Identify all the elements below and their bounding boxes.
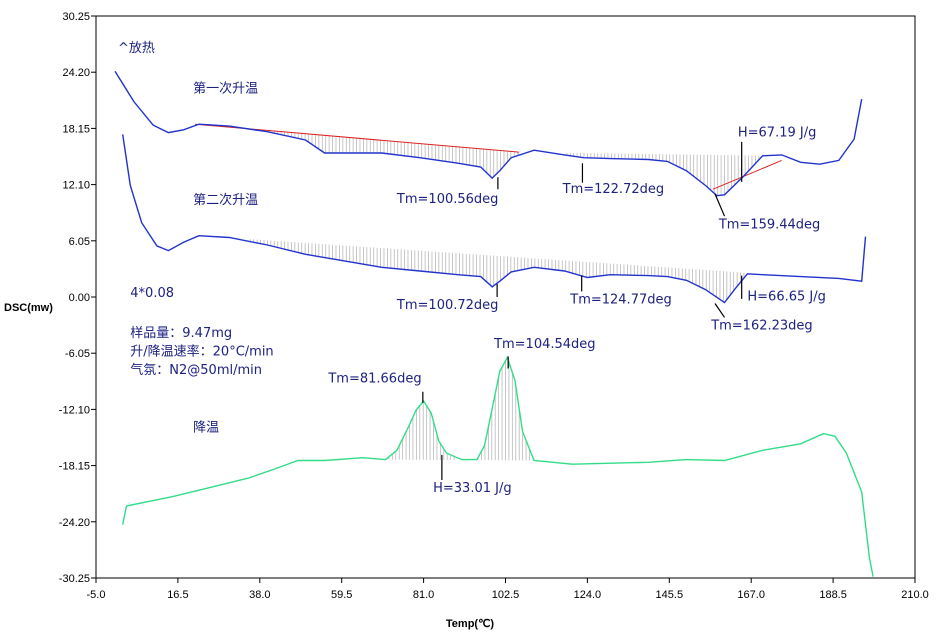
series-line [114, 70, 863, 197]
annotation-label: H=66.65 J/g [747, 290, 825, 305]
x-tick-label: 16.5 [167, 589, 188, 601]
y-tick-label: -6.05 [65, 348, 90, 360]
annotation-label: Tm=100.56deg [396, 192, 499, 207]
y-tick-label: 18.15 [62, 123, 90, 135]
annotation-label: H=33.01 J/g [433, 481, 511, 496]
y-tick-label: 6.05 [69, 236, 90, 248]
y-tick-label: 30.25 [62, 11, 90, 23]
x-tick-label: 167.0 [737, 589, 765, 601]
annotation-leader [714, 193, 726, 217]
y-tick-label: 24.20 [62, 67, 90, 79]
annotation-label: 升/降温速率：20°C/min [130, 344, 273, 360]
x-tick-label: 210.0 [901, 589, 929, 601]
x-tick-label: -5.0 [87, 589, 106, 601]
annotation-label: 4*0.08 [130, 286, 174, 301]
x-tick-label: 124.0 [574, 589, 602, 601]
annotation-label: 样品量：9.47mg [130, 326, 232, 341]
x-tick-label: 102.5 [492, 589, 520, 601]
x-tick-label: 38.0 [249, 589, 270, 601]
y-tick-label: -18.15 [59, 461, 90, 473]
annotation-label: Tm=104.54deg [493, 337, 596, 352]
series-label: 第一次升温 [193, 81, 258, 97]
annotation-label: Tm=162.23deg [710, 319, 813, 334]
y-axis-ticks: 30.25 24.20 18.15 12.10 6.05 0.00 -6.05 -12.10 -… [59, 11, 96, 585]
annotation-label: 气氛：N2@50ml/min [130, 362, 262, 378]
x-tick-label: 59.5 [331, 589, 352, 601]
x-tick-label: 145.5 [656, 589, 684, 601]
y-tick-label: 12.10 [62, 180, 90, 192]
x-axis-label: Temp(℃) [446, 618, 495, 630]
series-label: 第二次升温 [193, 192, 258, 208]
x-tick-label: 81.0 [413, 589, 434, 601]
y-axis-label: DSC(mw) [4, 302, 53, 314]
y-tick-label: -12.10 [59, 404, 90, 416]
y-tick-label: -30.25 [59, 573, 90, 585]
hatched-integration-areas [249, 130, 760, 461]
exo-label: ^放热 [118, 41, 155, 56]
annotation-label: Tm=81.66deg [327, 371, 421, 386]
x-axis-ticks: -5.0 16.5 38.0 59.5 81.0 102.5 124.0 145.5 167.0… [87, 578, 929, 601]
annotation-label: Tm=159.44deg [718, 217, 821, 232]
y-tick-label: -24.20 [59, 517, 90, 529]
series-line [122, 355, 874, 577]
annotation-leader [714, 303, 726, 318]
annotation-label: H=67.19 J/g [738, 125, 816, 140]
annotation-label: Tm=124.77deg [569, 293, 672, 308]
x-tick-label: 188.5 [819, 589, 847, 601]
annotation-label: Tm=100.72deg [396, 298, 499, 313]
annotations: Tm=100.56deg Tm=122.72deg Tm=159.44deg H=67… [130, 125, 826, 496]
baseline [712, 159, 782, 190]
y-tick-label: 0.00 [69, 292, 90, 304]
series-label: 降温 [193, 421, 219, 436]
annotation-label: Tm=122.72deg [562, 182, 665, 197]
